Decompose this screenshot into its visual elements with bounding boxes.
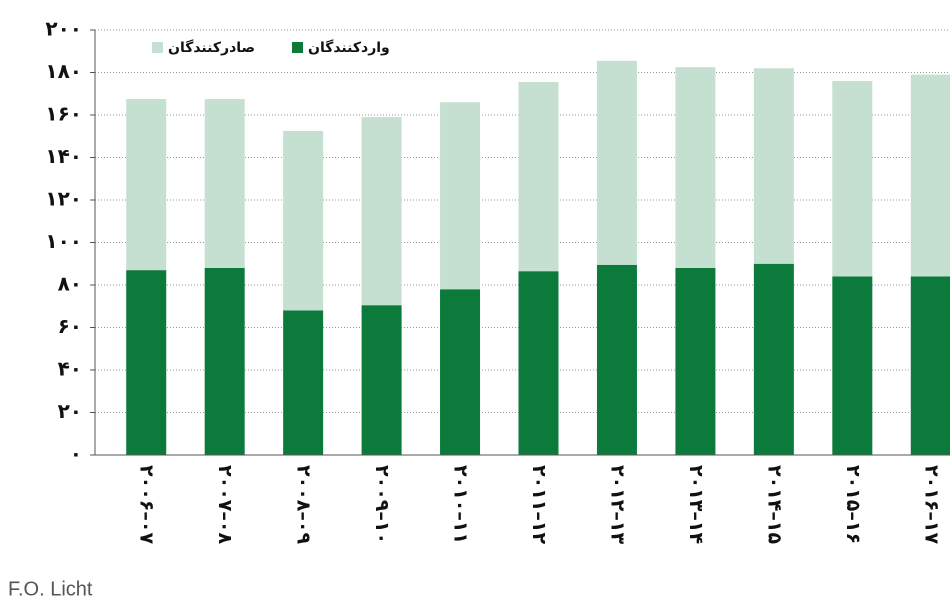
x-tick-label: ۲۰۱۰–۱۱ — [450, 465, 472, 544]
x-tick-label: ۲۰۱۳–۱۴ — [685, 465, 707, 544]
bar — [832, 81, 873, 277]
y-tick-label: ۱۶۰ — [45, 102, 82, 126]
y-tick-label: ۱۰۰ — [45, 229, 82, 253]
x-tick-label: ۲۰۱۶–۱۷ — [920, 465, 942, 544]
bar — [204, 99, 245, 268]
y-tick-label: ۱۴۰ — [45, 144, 82, 168]
bar — [910, 276, 950, 455]
bar — [518, 82, 559, 272]
bar — [596, 264, 637, 455]
y-tick-label: ۲۰ — [58, 399, 82, 423]
bar — [596, 60, 637, 265]
bar — [675, 67, 716, 268]
legend-label: واردکنندگان — [308, 39, 390, 56]
x-tick-label: ۲۰۱۱–۱۲ — [528, 465, 550, 544]
bar — [204, 268, 245, 455]
y-tick-label: ۸۰ — [58, 272, 82, 296]
bar — [753, 263, 794, 455]
bar — [753, 68, 794, 264]
bar — [361, 117, 402, 306]
y-tick-label: ۰ — [70, 442, 82, 466]
y-tick-label: ۴۰ — [58, 357, 82, 381]
bar — [675, 268, 716, 455]
legend-swatch — [152, 42, 163, 53]
bar — [361, 305, 402, 455]
x-tick-label: ۲۰۱۲–۱۳ — [606, 465, 628, 544]
bar — [126, 270, 167, 455]
source: F.O. Licht — [8, 578, 93, 600]
bar — [126, 99, 167, 271]
y-tick-label: ۲۰۰ — [45, 17, 82, 41]
bar — [283, 310, 324, 455]
x-tick-label: ۲۰۱۵–۱۶ — [842, 465, 864, 544]
x-tick-label: ۲۰۰۷–۰۸ — [214, 465, 236, 544]
bar — [832, 276, 873, 455]
bar — [283, 130, 324, 311]
bar — [518, 271, 559, 455]
y-tick-label: ۶۰ — [58, 314, 82, 338]
x-tick-label: ۲۰۰۸–۰۹ — [293, 465, 315, 544]
x-tick-label: ۲۰۰۶–۰۷ — [136, 465, 158, 544]
bar — [910, 74, 950, 277]
y-tick-label: ۱۸۰ — [45, 59, 82, 83]
bar — [440, 289, 481, 455]
bar — [440, 102, 481, 290]
x-tick-label: ۲۰۱۴–۱۵ — [763, 465, 785, 544]
legend-swatch — [292, 42, 303, 53]
y-tick-label: ۱۲۰ — [45, 187, 82, 211]
x-tick-label: ۲۰۰۹–۱۰ — [371, 465, 393, 544]
legend-label: صادرکنندگان — [168, 39, 255, 56]
